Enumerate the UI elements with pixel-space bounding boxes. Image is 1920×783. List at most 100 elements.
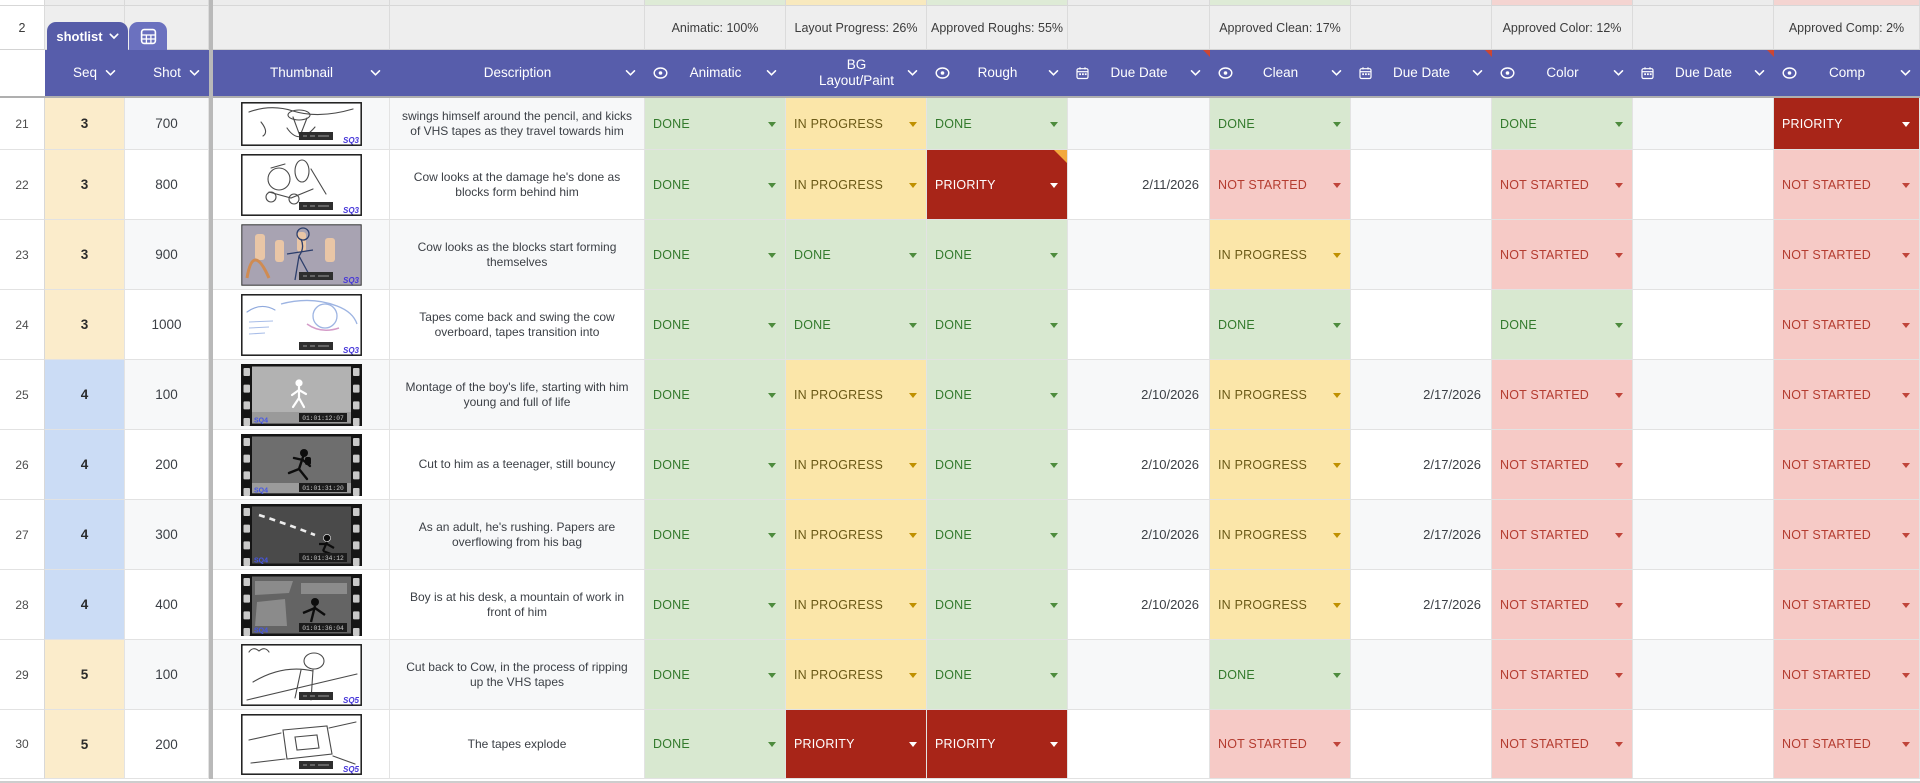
- dropdown-arrow-icon[interactable]: [768, 602, 776, 608]
- row-number[interactable]: 29: [0, 640, 45, 710]
- column-header-bg[interactable]: BG Layout/Paint: [786, 50, 927, 98]
- description-cell[interactable]: Tapes come back and swing the cow overbo…: [390, 290, 645, 360]
- due-date-cell-due_clean[interactable]: [1351, 710, 1492, 779]
- color-status-cell[interactable]: NOT STARTED: [1492, 430, 1633, 500]
- animatic-status-cell[interactable]: DONE: [645, 150, 786, 220]
- due-date-cell-due_rough[interactable]: 2/11/2026: [1068, 150, 1210, 220]
- chevron-down-icon[interactable]: [1613, 70, 1624, 77]
- shot-cell[interactable]: 200: [125, 430, 209, 500]
- dropdown-arrow-icon[interactable]: [1615, 392, 1623, 398]
- dropdown-arrow-icon[interactable]: [1333, 672, 1341, 678]
- column-header-seq[interactable]: Seq: [45, 50, 125, 98]
- shot-cell[interactable]: 100: [125, 360, 209, 430]
- due-date-cell-due_color[interactable]: [1633, 430, 1774, 500]
- comp-status-cell[interactable]: PRIORITY: [1774, 98, 1920, 150]
- animatic-status-cell[interactable]: DONE: [645, 430, 786, 500]
- dropdown-arrow-icon[interactable]: [1902, 742, 1910, 747]
- dropdown-arrow-icon[interactable]: [1050, 602, 1058, 608]
- dropdown-arrow-icon[interactable]: [768, 462, 776, 468]
- dropdown-arrow-icon[interactable]: [909, 602, 917, 608]
- thumbnail-cell[interactable]: SQ5: [213, 640, 390, 710]
- rough-status-cell[interactable]: PRIORITY: [927, 150, 1068, 220]
- due-date-cell-due_clean[interactable]: [1351, 220, 1492, 290]
- bg-status-cell[interactable]: IN PROGRESS: [786, 500, 927, 570]
- animatic-status-cell[interactable]: DONE: [645, 500, 786, 570]
- dropdown-arrow-icon[interactable]: [1615, 742, 1623, 747]
- column-header-rough[interactable]: Rough: [927, 50, 1068, 98]
- dropdown-arrow-icon[interactable]: [1333, 121, 1341, 127]
- thumbnail-cell[interactable]: SQ3: [213, 98, 390, 150]
- dropdown-arrow-icon[interactable]: [1615, 252, 1623, 258]
- description-cell[interactable]: The tapes explode: [390, 710, 645, 779]
- seq-cell[interactable]: 3: [45, 150, 125, 220]
- seq-cell[interactable]: 3: [45, 98, 125, 150]
- color-status-cell[interactable]: DONE: [1492, 290, 1633, 360]
- description-cell[interactable]: swings himself around the pencil, and ki…: [390, 98, 645, 150]
- clean-status-cell[interactable]: IN PROGRESS: [1210, 220, 1351, 290]
- thumbnail-cell[interactable]: 01:01:31:20 SQ4: [213, 430, 390, 500]
- column-header-clean[interactable]: Clean: [1210, 50, 1351, 98]
- dropdown-arrow-icon[interactable]: [1615, 121, 1623, 127]
- dropdown-arrow-icon[interactable]: [1902, 532, 1910, 538]
- rough-status-cell[interactable]: DONE: [927, 640, 1068, 710]
- rough-status-cell[interactable]: DONE: [927, 570, 1068, 640]
- seq-cell[interactable]: 4: [45, 570, 125, 640]
- seq-cell[interactable]: 3: [45, 290, 125, 360]
- dropdown-arrow-icon[interactable]: [1333, 462, 1341, 468]
- chevron-down-icon[interactable]: [1900, 70, 1911, 77]
- thumbnail-cell[interactable]: 01:01:36:04 SQ4: [213, 570, 390, 640]
- dropdown-arrow-icon[interactable]: [909, 252, 917, 258]
- row-number[interactable]: 23: [0, 220, 45, 290]
- dropdown-arrow-icon[interactable]: [1902, 322, 1910, 328]
- comp-status-cell[interactable]: NOT STARTED: [1774, 290, 1920, 360]
- row-number[interactable]: 30: [0, 710, 45, 779]
- row-number[interactable]: 28: [0, 570, 45, 640]
- due-date-cell-due_color[interactable]: [1633, 360, 1774, 430]
- due-date-cell-due_clean[interactable]: 2/17/2026: [1351, 500, 1492, 570]
- shot-cell[interactable]: 200: [125, 710, 209, 779]
- dropdown-arrow-icon[interactable]: [1615, 672, 1623, 678]
- due-date-cell-due_rough[interactable]: [1068, 220, 1210, 290]
- description-cell[interactable]: As an adult, he's rushing. Papers are ov…: [390, 500, 645, 570]
- dropdown-arrow-icon[interactable]: [909, 742, 917, 747]
- dropdown-arrow-icon[interactable]: [1333, 392, 1341, 398]
- rough-status-cell[interactable]: DONE: [927, 98, 1068, 150]
- dropdown-arrow-icon[interactable]: [1902, 182, 1910, 188]
- animatic-status-cell[interactable]: DONE: [645, 710, 786, 779]
- chevron-down-icon[interactable]: [1048, 70, 1059, 77]
- chevron-down-icon[interactable]: [1472, 70, 1483, 77]
- due-date-cell-due_color[interactable]: [1633, 710, 1774, 779]
- dropdown-arrow-icon[interactable]: [909, 462, 917, 468]
- bg-status-cell[interactable]: IN PROGRESS: [786, 150, 927, 220]
- bg-status-cell[interactable]: IN PROGRESS: [786, 360, 927, 430]
- seq-cell[interactable]: 3: [45, 220, 125, 290]
- dropdown-arrow-icon[interactable]: [1333, 322, 1341, 328]
- dropdown-arrow-icon[interactable]: [1050, 742, 1058, 747]
- chevron-down-icon[interactable]: [766, 70, 777, 77]
- shot-cell[interactable]: 1000: [125, 290, 209, 360]
- bg-status-cell[interactable]: IN PROGRESS: [786, 640, 927, 710]
- chevron-down-icon[interactable]: [625, 70, 636, 77]
- bg-status-cell[interactable]: DONE: [786, 290, 927, 360]
- thumbnail-cell[interactable]: SQ3: [213, 220, 390, 290]
- comp-status-cell[interactable]: NOT STARTED: [1774, 500, 1920, 570]
- column-header-due_clean[interactable]: Due Date: [1351, 50, 1492, 98]
- seq-cell[interactable]: 4: [45, 500, 125, 570]
- dropdown-arrow-icon[interactable]: [768, 322, 776, 328]
- animatic-status-cell[interactable]: DONE: [645, 290, 786, 360]
- thumbnail-cell[interactable]: SQ5: [213, 710, 390, 779]
- due-date-cell-due_clean[interactable]: 2/17/2026: [1351, 570, 1492, 640]
- clean-status-cell[interactable]: IN PROGRESS: [1210, 430, 1351, 500]
- sheet-tab-table-icon-button[interactable]: [129, 22, 167, 50]
- dropdown-arrow-icon[interactable]: [909, 322, 917, 328]
- rough-status-cell[interactable]: DONE: [927, 360, 1068, 430]
- due-date-cell-due_rough[interactable]: [1068, 640, 1210, 710]
- column-header-color[interactable]: Color: [1492, 50, 1633, 98]
- comp-status-cell[interactable]: NOT STARTED: [1774, 570, 1920, 640]
- description-cell[interactable]: Cut back to Cow, in the process of rippi…: [390, 640, 645, 710]
- dropdown-arrow-icon[interactable]: [1050, 121, 1058, 127]
- due-date-cell-due_rough[interactable]: 2/10/2026: [1068, 570, 1210, 640]
- dropdown-arrow-icon[interactable]: [768, 742, 776, 747]
- color-status-cell[interactable]: NOT STARTED: [1492, 570, 1633, 640]
- bg-status-cell[interactable]: IN PROGRESS: [786, 98, 927, 150]
